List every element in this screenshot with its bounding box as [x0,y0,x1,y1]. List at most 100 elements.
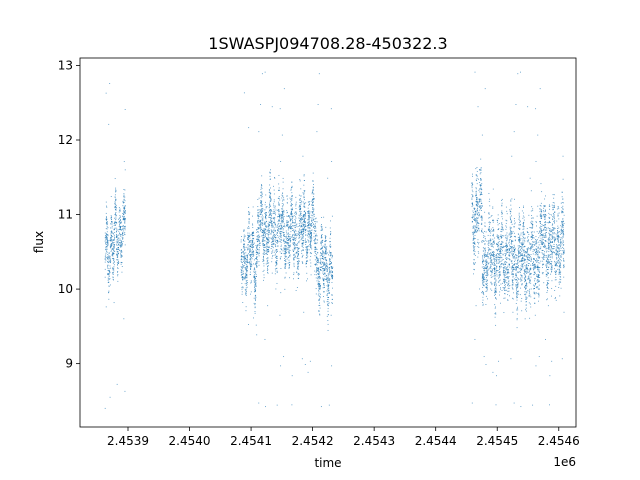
data-point [105,235,107,237]
data-point [489,231,491,233]
data-point [282,210,284,212]
data-point [483,248,485,250]
data-point [114,236,115,238]
data-point [313,219,314,221]
data-point [110,231,112,233]
data-point [500,235,502,237]
data-point [267,226,269,228]
data-point [493,255,494,257]
data-point [109,257,111,259]
data-point [475,194,477,196]
data-point [297,263,299,265]
data-point [290,198,292,200]
data-point [324,244,326,246]
data-point [252,239,254,241]
data-point [512,269,514,270]
data-point [474,246,476,248]
data-point [485,262,487,263]
data-point [112,278,114,280]
data-point [525,266,527,268]
data-point [305,244,307,245]
data-point [119,223,121,225]
data-point [255,289,257,291]
data-point [260,216,262,218]
data-point [309,241,311,243]
data-point [473,219,475,221]
data-point [476,231,478,233]
data-point [277,215,279,217]
data-point [508,285,510,287]
data-point [106,206,108,208]
data-point [483,268,485,270]
data-point [533,237,535,239]
data-point [303,214,304,216]
data-point [282,232,284,234]
data-point [320,241,322,243]
data-point [507,299,509,301]
data-point [504,287,506,289]
data-point [298,236,300,238]
data-point [476,214,478,216]
data-point [274,250,276,252]
data-point [257,215,258,217]
data-point [262,238,264,240]
data-point [491,230,493,232]
data-point [104,261,106,263]
data-point [496,275,498,277]
data-point [326,285,328,287]
data-point [516,284,518,286]
data-point [495,404,497,406]
data-point [471,182,473,184]
data-point [317,276,319,278]
data-point [289,227,291,229]
data-point [495,271,497,273]
data-point [294,219,296,221]
data-point [271,272,273,274]
data-point [275,237,277,239]
data-point [308,221,310,223]
data-point [116,237,118,238]
data-point [115,206,116,208]
data-point [316,269,318,271]
data-point [307,248,309,250]
data-point [117,262,119,264]
data-point [106,223,108,225]
data-point [252,227,254,228]
data-point [496,219,498,221]
data-point [505,268,507,270]
data-point [119,241,121,243]
data-point [281,225,283,227]
data-point [121,244,123,246]
data-point [490,257,492,259]
data-point [328,287,330,289]
data-point [516,295,518,297]
data-point [276,239,278,241]
data-point [500,228,502,230]
data-point [248,244,249,246]
data-point [504,235,506,237]
data-point [254,306,256,308]
data-point [301,230,303,232]
data-point [502,267,504,268]
data-point [330,220,331,222]
data-point [254,279,255,281]
data-point [530,243,532,245]
data-point [250,254,252,256]
data-point [309,227,311,229]
data-point [275,233,277,235]
data-point [326,280,328,282]
data-point [254,289,256,290]
data-point [254,291,255,293]
data-point [280,248,282,250]
data-point [268,225,270,226]
data-point [287,240,288,242]
data-point [307,371,309,373]
data-point [478,227,480,229]
data-point [258,224,260,226]
data-point [304,239,306,241]
data-point [483,267,485,269]
data-point [285,241,287,243]
data-point [323,279,325,281]
data-point [294,255,296,257]
data-point [293,239,295,241]
